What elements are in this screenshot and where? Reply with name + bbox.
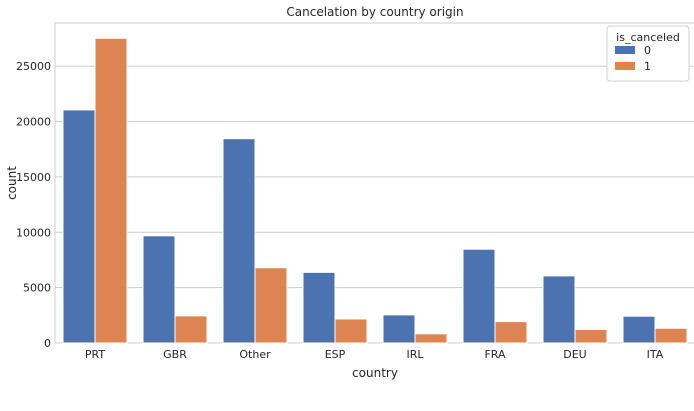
- x-tick-label: IRL: [406, 348, 424, 361]
- bar-ita-series-1: [654, 327, 688, 344]
- legend-swatch-0: [615, 46, 635, 54]
- bar-fra-series-1: [494, 321, 528, 344]
- bar-fra-series-0: [462, 248, 496, 344]
- bar-irl-series-1: [414, 333, 448, 344]
- bar-deu-series-0: [542, 275, 576, 344]
- y-tick-label: 25000: [16, 60, 51, 73]
- x-tick-label: PRT: [85, 348, 105, 361]
- x-tick-label: DEU: [563, 348, 586, 361]
- bar-irl-series-0: [382, 314, 416, 344]
- bar-esp-series-0: [302, 271, 336, 344]
- chart-title: Cancelation by country origin: [286, 5, 463, 19]
- legend-swatch-1: [615, 62, 635, 70]
- legend: is_canceled 01: [606, 25, 690, 82]
- x-axis-ticks: PRT GBR Other ESP IRL FRA DEU ITA: [85, 348, 664, 361]
- legend-label-0: 0: [644, 44, 651, 57]
- x-tick-label: Other: [239, 348, 271, 361]
- y-tick-label: 5000: [23, 282, 51, 295]
- y-tick-label: 10000: [16, 226, 51, 239]
- bar-ita-series-0: [622, 315, 656, 344]
- legend-items: 01: [615, 44, 651, 73]
- bar-esp-series-1: [334, 318, 368, 344]
- plot-area: [54, 22, 694, 344]
- bars: [62, 37, 688, 344]
- legend-title: is_canceled: [616, 31, 680, 44]
- bar-prt-series-1: [94, 37, 128, 344]
- x-tick-label: ITA: [647, 348, 664, 361]
- y-axis-ticks: 0 5000 10000 15000 20000 25000: [16, 60, 51, 350]
- bar-gbr-series-0: [142, 235, 176, 344]
- y-tick-label: 0: [44, 337, 51, 350]
- bar-prt-series-0: [62, 109, 96, 344]
- bar-other-series-0: [222, 138, 256, 344]
- y-tick-label: 20000: [16, 116, 51, 129]
- bar-deu-series-1: [574, 328, 608, 344]
- x-tick-label: GBR: [163, 348, 187, 361]
- y-axis-label: count: [5, 166, 19, 200]
- x-tick-label: ESP: [325, 348, 346, 361]
- legend-label-1: 1: [644, 60, 651, 73]
- x-tick-label: FRA: [484, 348, 506, 361]
- bar-gbr-series-1: [174, 315, 208, 344]
- bar-other-series-1: [254, 267, 288, 344]
- y-tick-label: 15000: [16, 171, 51, 184]
- x-axis-label: country: [352, 366, 398, 380]
